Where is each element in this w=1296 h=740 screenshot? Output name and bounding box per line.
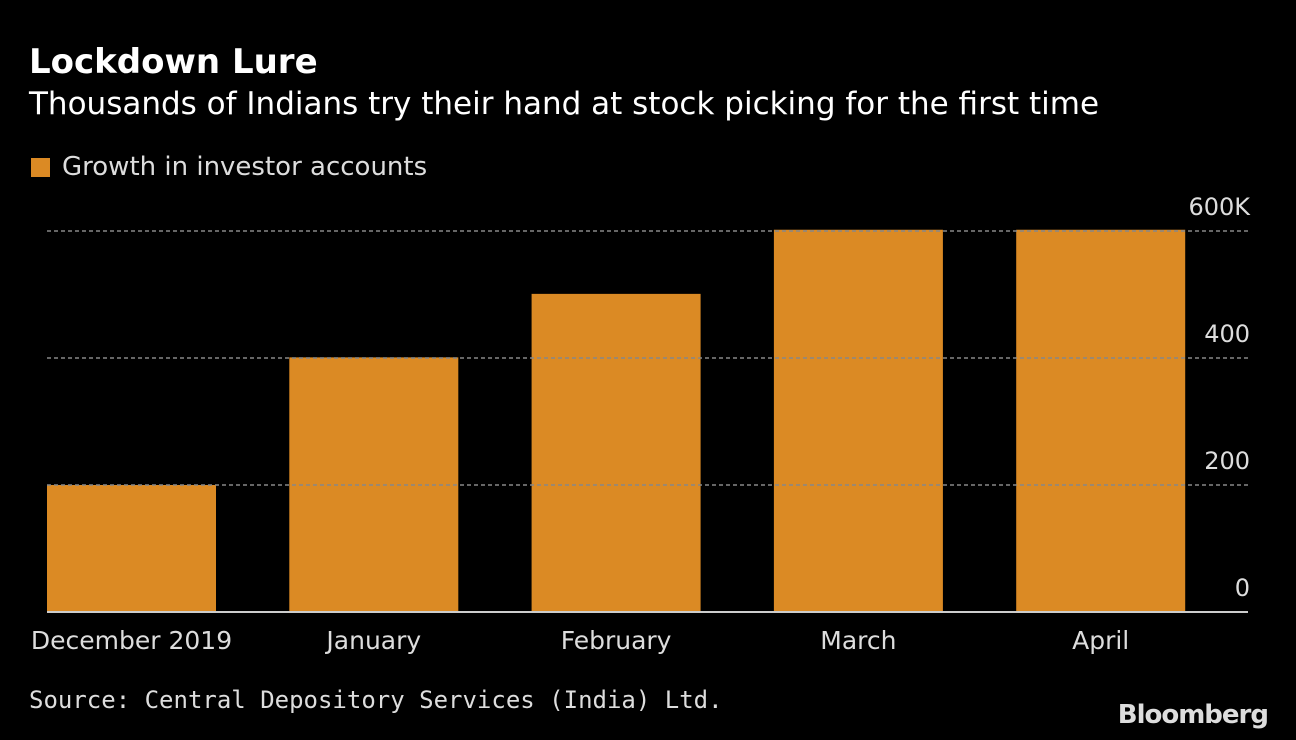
x-tick-label: April bbox=[1072, 626, 1129, 655]
bar bbox=[47, 485, 216, 612]
x-tick-label: December 2019 bbox=[31, 626, 232, 655]
y-tick-label: 200 bbox=[1204, 447, 1250, 475]
chart-title: Lockdown Lure bbox=[29, 42, 318, 82]
chart-subtitle: Thousands of Indians try their hand at s… bbox=[29, 86, 1100, 122]
bar bbox=[531, 293, 701, 612]
y-tick-label: 600K bbox=[1188, 193, 1251, 221]
bar bbox=[1016, 229, 1186, 613]
x-tick-label: January bbox=[324, 626, 421, 655]
legend: Growth in investor accounts bbox=[31, 152, 427, 182]
y-tick-label: 0 bbox=[1235, 574, 1250, 602]
x-tick-label: February bbox=[561, 626, 672, 655]
y-tick-label: 400 bbox=[1204, 320, 1250, 348]
source-note: Source: Central Depository Services (Ind… bbox=[29, 686, 723, 714]
bar bbox=[773, 229, 943, 613]
bar bbox=[289, 357, 459, 612]
x-tick-label: March bbox=[820, 626, 896, 655]
legend-swatch bbox=[31, 157, 50, 177]
legend-label: Growth in investor accounts bbox=[62, 152, 428, 182]
bloomberg-logo: Bloomberg bbox=[1117, 700, 1269, 730]
